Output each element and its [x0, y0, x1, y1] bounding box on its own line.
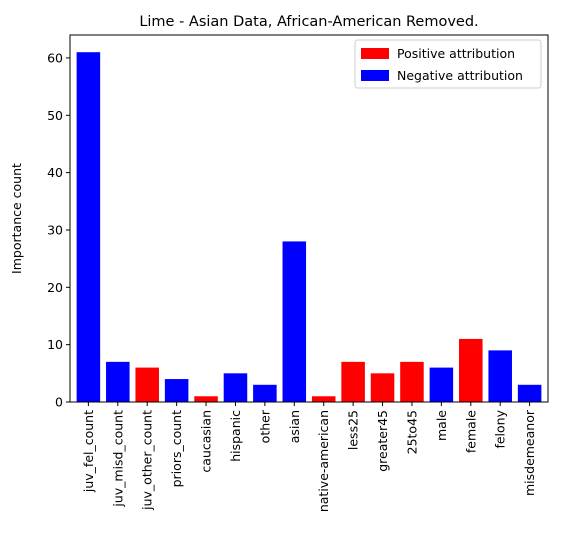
x-tick-label: female [463, 410, 478, 453]
legend: Positive attribution Negative attribution [354, 39, 542, 89]
bar-juv_misd_count [106, 361, 130, 402]
y-tick-label: 0 [55, 395, 63, 410]
y-tick-label: 50 [47, 108, 63, 123]
x-tick-label: greater45 [375, 410, 390, 472]
x-tick-label: juv_other_count [140, 410, 155, 511]
y-tick-label: 20 [47, 280, 63, 295]
y-tick-label: 30 [47, 222, 63, 237]
bar-misdemeanor [517, 384, 542, 402]
x-tick-label: asian [287, 410, 302, 443]
bar-hispanic [223, 373, 248, 402]
bar-other [253, 384, 277, 402]
bar-female [459, 338, 483, 402]
x-tick-label: other [257, 409, 272, 443]
x-tick-label: priors_count [169, 410, 184, 487]
y-axis-ticks: 0 10 20 30 40 50 60 [47, 50, 70, 410]
x-tick-label: male [434, 410, 449, 441]
bar-juv_fel_count [76, 52, 101, 402]
bar-caucasian [194, 396, 218, 402]
legend-box [354, 39, 542, 89]
x-tick-label: native-american [316, 410, 331, 512]
bar-male [429, 367, 454, 402]
chart-title: Lime - Asian Data, African-American Remo… [139, 14, 478, 30]
y-tick-label: 60 [47, 50, 63, 65]
bar-25to45 [400, 361, 424, 402]
bar-priors_count [164, 379, 189, 402]
bar-native-american [311, 396, 336, 402]
bars-group [76, 52, 542, 402]
x-tick-label: 25to45 [404, 410, 419, 454]
bar-asian [282, 241, 307, 402]
bar-juv_other_count [135, 367, 159, 402]
x-tick-label: felony [493, 409, 508, 448]
y-tick-label: 10 [47, 337, 63, 352]
bar-less25 [341, 361, 365, 402]
legend-swatch-positive [361, 48, 389, 59]
legend-label-positive: Positive attribution [397, 46, 515, 61]
legend-label-negative: Negative attribution [397, 68, 523, 83]
plot-frame [69, 34, 549, 403]
x-tick-label: caucasian [199, 410, 214, 473]
x-tick-label: less25 [346, 410, 361, 450]
y-axis-label: Importance count [9, 163, 24, 274]
x-tick-label: misdemeanor [522, 409, 537, 496]
bar-greater45 [370, 373, 395, 402]
legend-swatch-negative [361, 70, 389, 81]
x-axis-ticks: juv_fel_count juv_misd_count juv_other_cou… [81, 402, 537, 512]
x-tick-label: juv_fel_count [81, 410, 96, 493]
y-tick-label: 40 [47, 165, 63, 180]
bar-felony [488, 350, 512, 402]
x-tick-label: hispanic [228, 410, 243, 462]
x-tick-label: juv_misd_count [110, 410, 125, 508]
